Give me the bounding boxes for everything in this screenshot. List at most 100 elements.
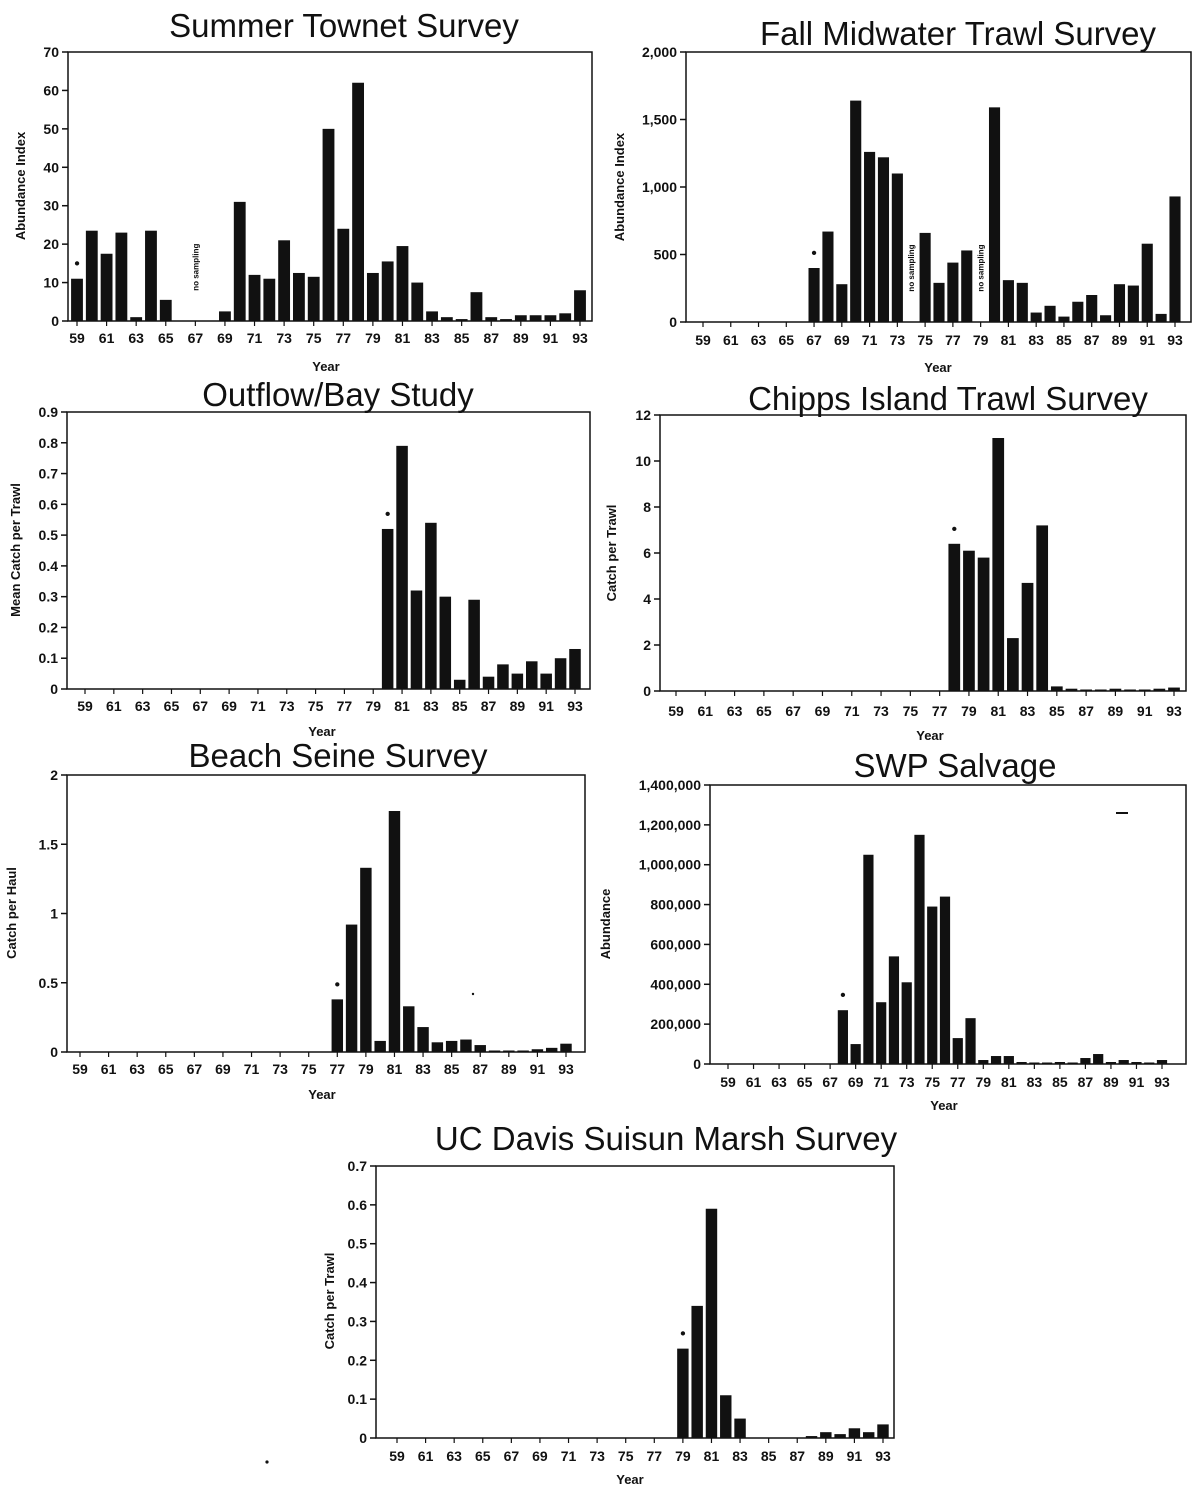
bar-85 — [1050, 686, 1063, 691]
y-tick-label: 400,000 — [650, 976, 701, 992]
no-sampling-note: no sampling — [191, 244, 200, 291]
bar-89 — [514, 315, 527, 321]
plot-frame — [66, 411, 591, 690]
y-tick-label: 0.1 — [348, 1391, 368, 1407]
x-tick-label: 73 — [276, 330, 292, 346]
x-tick-label: 77 — [945, 332, 961, 348]
bar-86 — [470, 292, 483, 321]
bar-63 — [130, 317, 143, 321]
bar-70 — [863, 854, 874, 1064]
x-axis-label: Year — [616, 1472, 643, 1487]
x-axis-label: Year — [308, 724, 335, 739]
y-tick-label: 1 — [50, 906, 58, 922]
scan-speck — [471, 992, 475, 996]
y-tick-label: 0.3 — [348, 1313, 368, 1329]
x-axis-label: Year — [924, 360, 951, 375]
bar-90 — [529, 315, 542, 321]
bar-71 — [876, 1002, 887, 1064]
y-tick-label: 500 — [654, 247, 678, 263]
x-tick-label: 79 — [973, 332, 989, 348]
x-tick-label: 87 — [789, 1448, 805, 1464]
x-axis-label: Year — [312, 359, 339, 374]
bar-79 — [366, 272, 379, 321]
x-tick-label: 79 — [358, 1061, 374, 1077]
panel-uc-davis-suisun: UC Davis Suisun Marsh Survey 0 0.1 0.2 0.3 0… — [322, 1120, 898, 1487]
bar-84 — [1044, 305, 1056, 322]
bar-93 — [560, 1043, 572, 1052]
bar-69 — [219, 311, 231, 321]
bar-93 — [1156, 1060, 1168, 1064]
bar-71 — [248, 274, 261, 321]
x-tick-label: 89 — [818, 1448, 834, 1464]
chart-title: Fall Midwater Trawl Survey — [760, 15, 1157, 52]
bar-85 — [445, 1040, 458, 1052]
bar-83 — [1029, 1062, 1040, 1064]
x-tick-label: 63 — [128, 330, 144, 346]
x-tick-label: 73 — [589, 1448, 605, 1464]
bar-69 — [850, 1044, 861, 1064]
bar-69 — [836, 284, 848, 322]
y-tick-label: 0.8 — [39, 435, 59, 451]
marker-dot: • — [680, 1326, 686, 1343]
x-tick-label: 89 — [510, 698, 526, 714]
x-tick-label: 67 — [822, 1074, 838, 1090]
x-tick-label: 61 — [418, 1448, 434, 1464]
x-tick-label: 79 — [675, 1448, 691, 1464]
y-tick-label: 0.5 — [39, 975, 59, 991]
y-tick-label: 0.6 — [348, 1197, 368, 1213]
bar-88 — [1100, 315, 1112, 322]
bar-75 — [919, 232, 931, 322]
x-tick-label: 89 — [1108, 703, 1124, 719]
bar-88 — [497, 664, 509, 689]
y-tick-label: 0.9 — [39, 404, 59, 420]
bar-60 — [85, 230, 98, 321]
chart-title: SWP Salvage — [854, 747, 1057, 784]
x-tick-label: 79 — [976, 1074, 992, 1090]
y-tick-label: 0 — [50, 681, 58, 697]
y-tick-label: 2 — [643, 637, 651, 653]
x-tick-label: 85 — [454, 330, 470, 346]
x-tick-label: 91 — [1129, 1074, 1145, 1090]
chart-title: Chipps Island Trawl Survey — [748, 380, 1148, 417]
bar-80 — [381, 261, 394, 321]
x-tick-label: 67 — [806, 332, 822, 348]
scan-speck — [265, 1460, 269, 1464]
x-tick-label: 87 — [1084, 332, 1100, 348]
bar-89 — [1113, 284, 1126, 322]
x-tick-label: 63 — [135, 698, 151, 714]
x-tick-label: 71 — [244, 1061, 260, 1077]
bar-84 — [439, 596, 452, 689]
y-tick-label: 40 — [43, 159, 59, 175]
x-tick-label: 59 — [69, 330, 85, 346]
bar-76 — [322, 128, 335, 321]
x-tick-label: 91 — [1137, 703, 1153, 719]
y-tick-label: 30 — [43, 198, 59, 214]
y-tick-label: 0 — [669, 314, 677, 330]
x-tick-label: 79 — [365, 330, 381, 346]
x-tick-label: 63 — [129, 1061, 145, 1077]
bar-83 — [734, 1418, 746, 1438]
bar-84 — [440, 317, 453, 321]
x-tick-label: 81 — [1001, 332, 1017, 348]
plot-frame — [685, 51, 1192, 323]
x-tick-label: 89 — [513, 330, 529, 346]
x-tick-label: 87 — [481, 698, 497, 714]
x-tick-label: 77 — [932, 703, 948, 719]
bar-87 — [485, 317, 498, 321]
x-tick-label: 75 — [618, 1448, 634, 1464]
bar-90 — [1118, 1060, 1129, 1064]
bar-91 — [540, 673, 552, 689]
bar-81 — [992, 438, 1005, 691]
plot-frame — [659, 414, 1187, 692]
x-tick-label: 93 — [1166, 703, 1182, 719]
x-tick-label: 65 — [475, 1448, 491, 1464]
y-tick-label: 1,500 — [642, 112, 677, 128]
bar-88 — [1093, 1054, 1104, 1064]
y-tick-label: 60 — [43, 82, 59, 98]
bar-65 — [159, 299, 172, 321]
x-tick-label: 91 — [530, 1061, 546, 1077]
bar-90 — [1124, 689, 1136, 691]
bar-82 — [403, 1006, 415, 1052]
y-tick-label: 0.7 — [348, 1158, 368, 1174]
x-tick-label: 83 — [424, 330, 440, 346]
